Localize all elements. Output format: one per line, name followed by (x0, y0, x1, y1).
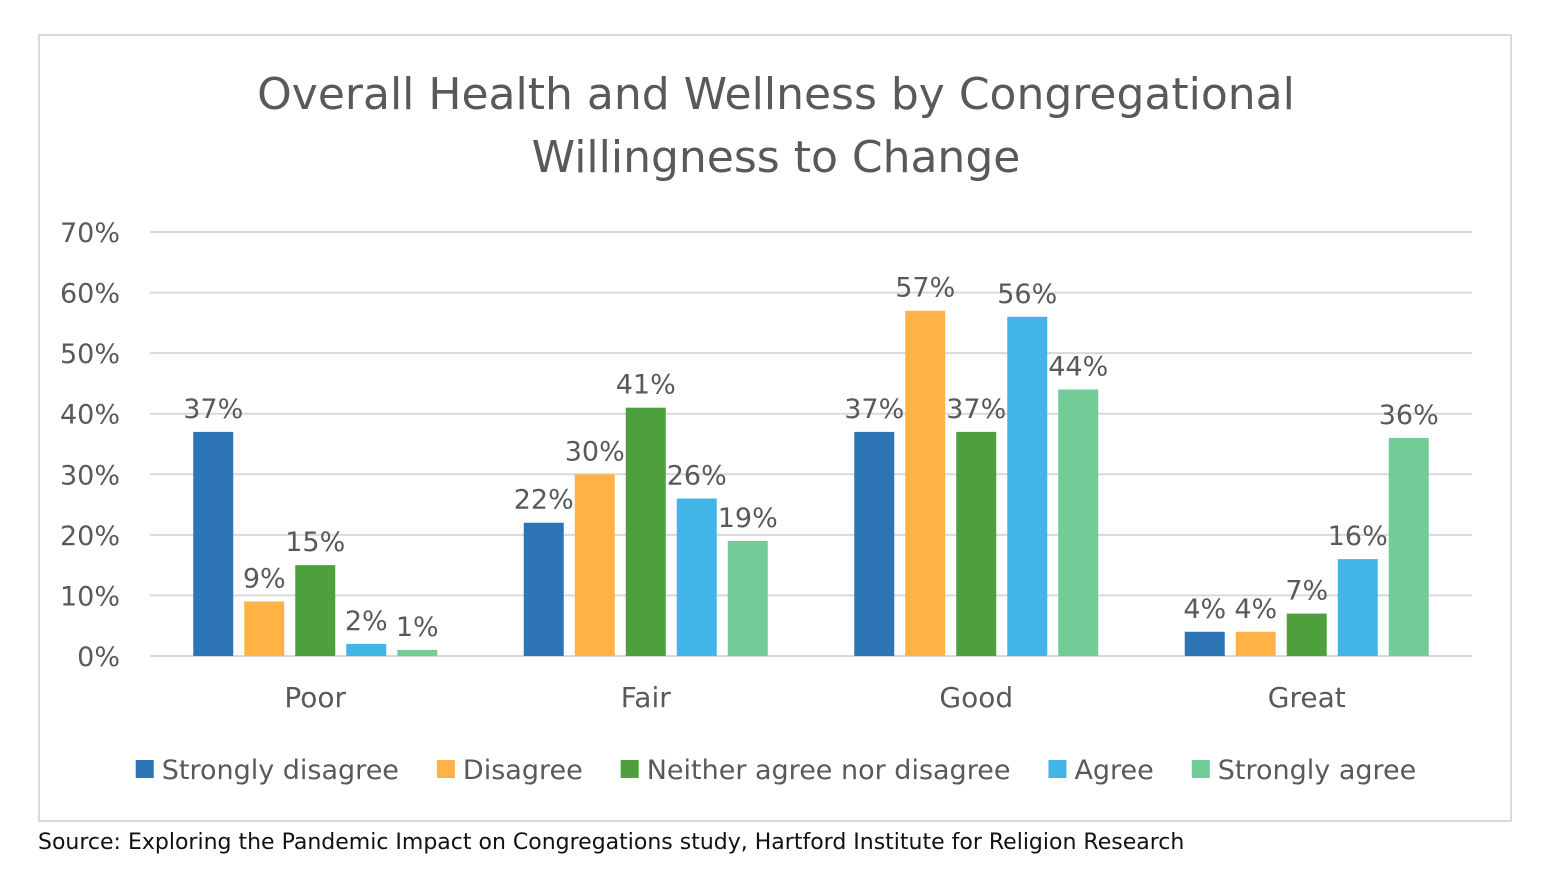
bar (676, 498, 717, 656)
bar (727, 540, 768, 656)
y-tick-label: 70% (60, 218, 120, 249)
legend-swatch (135, 760, 154, 778)
data-label: 7% (1285, 576, 1328, 607)
legend-item: Disagree (436, 755, 583, 786)
y-tick-label: 60% (60, 279, 120, 310)
bar (1388, 437, 1429, 656)
bar (244, 601, 285, 656)
bar (1058, 389, 1099, 656)
legend-swatch (1191, 760, 1210, 778)
bar (625, 407, 666, 656)
legend-swatch (436, 760, 455, 778)
data-label: 2% (345, 606, 388, 637)
gridlines (150, 231, 1472, 657)
chart-title: Overall Health and Wellness by Congregat… (257, 69, 1295, 183)
bar (397, 649, 438, 656)
data-label: 36% (1379, 400, 1439, 431)
bar (523, 522, 564, 656)
chart-title-line-1: Overall Health and Wellness by Congregat… (257, 69, 1295, 120)
legend-label: Strongly disagree (162, 755, 399, 786)
data-label: 37% (183, 394, 243, 425)
data-label: 37% (844, 394, 904, 425)
legend-label: Neither agree nor disagree (647, 755, 1011, 786)
x-tick-label: Poor (284, 681, 346, 714)
bar-chart: Overall Health and Wellness by Congregat… (60, 69, 1472, 786)
data-label: 56% (997, 279, 1057, 310)
y-tick-label: 0% (77, 642, 120, 673)
data-labels: 37% 9% 15% 2% 1% 22% 30% 41% 26% 19% 37% 57% 37% 56% 4… (183, 273, 1439, 643)
data-label: 30% (565, 436, 625, 467)
y-axis-ticks: 0% 10% 20% 30% 40% 50% 60% 70% (60, 218, 120, 673)
legend-item: Strongly agree (1191, 755, 1416, 786)
chart-frame (38, 34, 1512, 822)
data-label: 4% (1234, 594, 1277, 625)
data-label: 41% (616, 370, 676, 401)
bar (905, 310, 946, 656)
legend-item: Agree (1048, 755, 1154, 786)
x-tick-label: Great (1268, 681, 1346, 714)
bar (1337, 559, 1378, 656)
data-label: 9% (243, 563, 286, 594)
legend-label: Disagree (463, 755, 583, 786)
bar (1235, 631, 1276, 656)
data-label: 57% (895, 273, 955, 304)
legend: Strongly disagree Disagree Neither agree n… (135, 755, 1416, 786)
bar (193, 431, 234, 656)
legend-label: Strongly agree (1218, 755, 1416, 786)
bar (1007, 316, 1048, 656)
legend-swatch (1048, 760, 1067, 778)
data-label: 22% (514, 485, 574, 516)
y-tick-label: 20% (60, 521, 120, 552)
bars (193, 310, 1429, 656)
data-label: 19% (718, 503, 778, 534)
data-label: 26% (667, 461, 727, 492)
y-tick-label: 30% (60, 460, 120, 491)
x-tick-label: Fair (621, 681, 671, 714)
y-tick-label: 40% (60, 400, 120, 431)
data-label: 15% (285, 527, 345, 558)
bar (574, 474, 615, 656)
legend-item: Neither agree nor disagree (620, 755, 1011, 786)
bar (346, 643, 387, 656)
data-label: 37% (946, 394, 1006, 425)
y-tick-label: 10% (60, 581, 120, 612)
bar (1286, 613, 1327, 656)
bar (295, 565, 336, 656)
x-axis-ticks: Poor Fair Good Great (284, 681, 1345, 714)
source-note: Source: Exploring the Pandemic Impact on… (38, 830, 1185, 855)
y-tick-label: 50% (60, 339, 120, 370)
legend-item: Strongly disagree (135, 755, 399, 786)
data-label: 1% (396, 612, 439, 643)
bar (1184, 631, 1225, 656)
data-label: 16% (1328, 521, 1388, 552)
bar (956, 431, 997, 656)
bar (854, 431, 895, 656)
legend-swatch (620, 760, 639, 778)
x-tick-label: Good (939, 681, 1013, 714)
chart-title-line-2: Willingness to Change (532, 132, 1021, 183)
legend-label: Agree (1074, 755, 1153, 786)
data-label: 44% (1048, 351, 1108, 382)
data-label: 4% (1183, 594, 1226, 625)
